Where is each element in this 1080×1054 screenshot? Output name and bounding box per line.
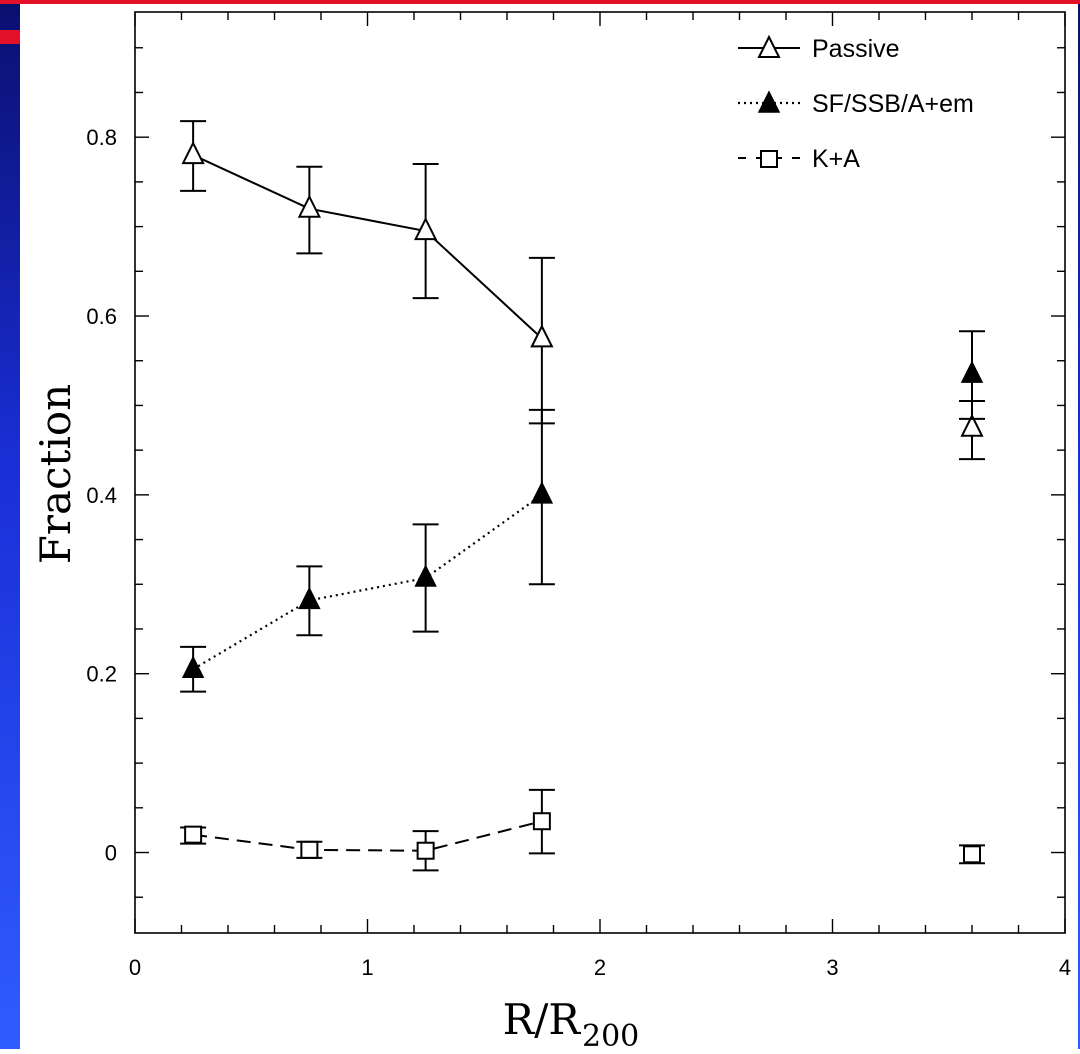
open-triangle-marker [757,34,781,58]
x-axis-label-main: R/R [503,995,582,1044]
open-square-marker [532,812,551,831]
open-square-marker [963,845,981,864]
series-line [192,154,543,340]
open-square-marker [300,840,319,859]
filled-triangle-marker [960,360,984,383]
x-tick-label: 1 [361,955,373,980]
y-tick-label: 0.6 [86,304,117,329]
series-k-a [180,788,985,872]
open-triangle-marker [530,324,554,348]
filled-triangle-marker [298,586,321,610]
filled-triangle-marker [181,655,205,678]
open-triangle-marker [414,216,438,241]
fraction-vs-radius-chart: 0 1 2 3 4 0 0.2 0.4 0.6 0.8 Passive SF/SSB/A+em K+A… [31,11,1071,1054]
x-tick-label: 2 [594,955,606,980]
x-tick-label: 0 [129,955,141,980]
filled-triangle-marker [414,564,437,587]
series-layer [180,120,985,872]
open-triangle-marker [960,413,984,437]
legend-label: SF/SSB/A+em [812,90,974,118]
open-square-marker [184,825,203,844]
series-line [192,820,543,852]
series-passive [180,120,985,461]
axes: 0 1 2 3 4 0 0.2 0.4 0.6 0.8 [86,11,1071,980]
x-axis-label: R/R [503,995,582,1044]
x-axis-label-subscript: 200 [582,1019,639,1049]
x-tick-label: 4 [1059,955,1071,980]
plot-frame [134,11,1066,934]
series-line [192,493,543,671]
y-tick-label: 0 [105,841,117,866]
filled-triangle-marker [757,90,781,113]
legend-label: Passive [812,35,900,63]
chart-panel: 0 1 2 3 4 0 0.2 0.4 0.6 0.8 Passive SF/SSB/A+em K+A… [20,4,1078,1054]
top-accent-bar [0,0,1080,4]
y-tick-label: 0.4 [86,483,117,508]
open-triangle-marker [181,140,205,165]
series-sf-ssb-a-em [180,330,985,693]
y-tick-label: 0.8 [86,125,117,150]
legend-label: K+A [812,145,860,173]
y-axis-label: Fraction [31,384,80,564]
y-tick-label: 0.2 [86,662,117,687]
open-triangle-marker [297,194,321,218]
filled-triangle-marker [530,481,554,504]
open-square-marker [416,841,435,860]
x-tick-label: 3 [826,955,838,980]
open-square-marker [760,150,778,168]
left-accent-bar [0,30,20,44]
legend: Passive SF/SSB/A+em K+A [738,34,974,173]
